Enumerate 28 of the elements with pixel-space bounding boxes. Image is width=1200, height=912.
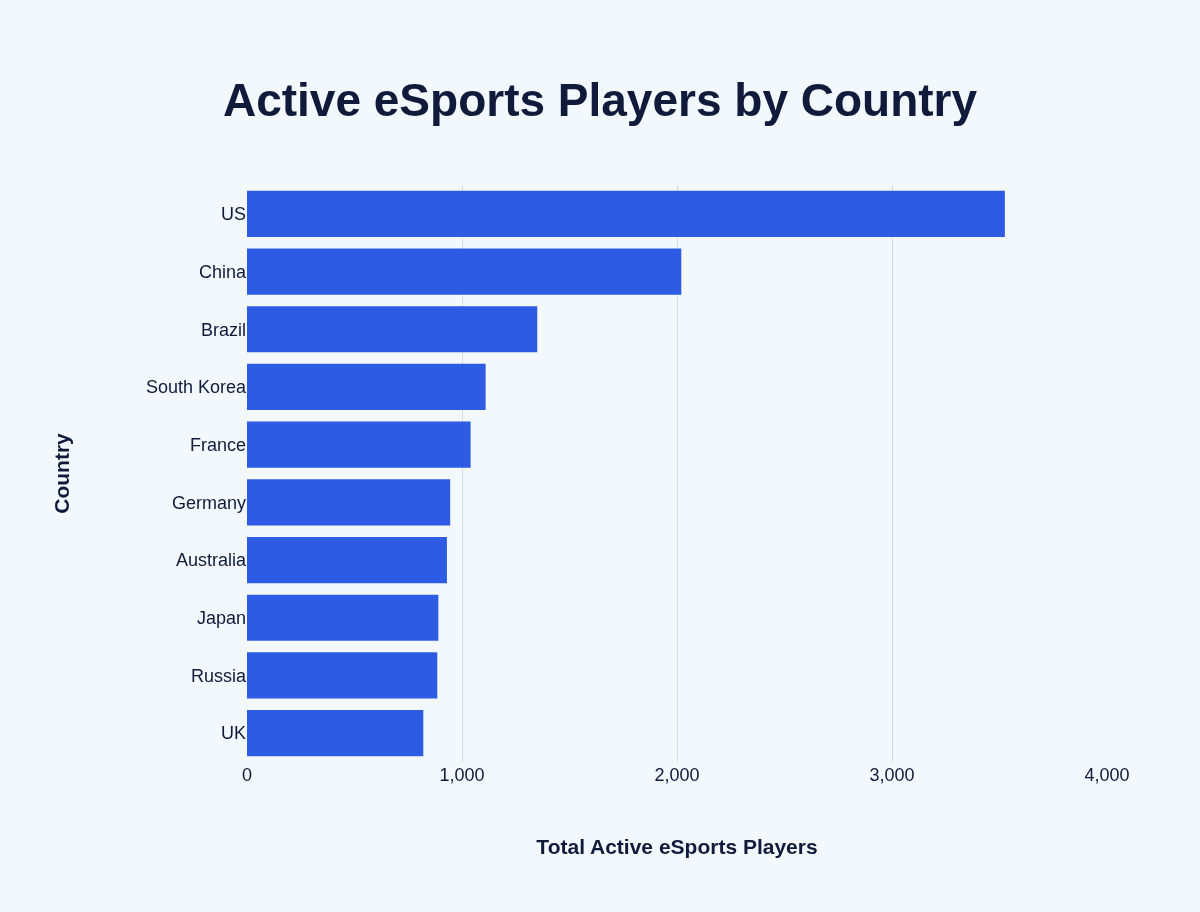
x-tick-label: 2,000 [654,765,700,785]
y-tick-label: France [189,434,246,455]
y-axis-title: Country [50,432,74,514]
y-tick-label: China [198,261,247,282]
chart-title: Active eSports Players by Country [222,74,978,127]
x-tick-label: 0 [241,765,253,785]
bar [247,652,438,699]
bar [247,306,538,353]
y-tick-label: Russia [190,665,247,686]
y-tick-label: Brazil [200,319,246,340]
y-tick-label: Australia [175,550,247,571]
y-tick-label: Germany [171,492,246,513]
x-tick-label: 4,000 [1084,765,1130,785]
x-tick-label: 3,000 [869,765,915,785]
bar [247,536,447,584]
y-tick-label: US [220,204,246,225]
y-tick-label: Japan [196,608,246,629]
y-tick-label: South Korea [145,377,247,398]
y-tick-label: UK [220,723,246,744]
bar [247,421,471,468]
bar [247,248,682,295]
bar [247,363,486,411]
x-tick-label: 1,000 [439,765,485,785]
bar [247,594,439,641]
x-axis-title: Total Active eSports Players [536,835,818,859]
bar [247,710,424,757]
bar [247,479,451,526]
bar [247,190,1005,237]
